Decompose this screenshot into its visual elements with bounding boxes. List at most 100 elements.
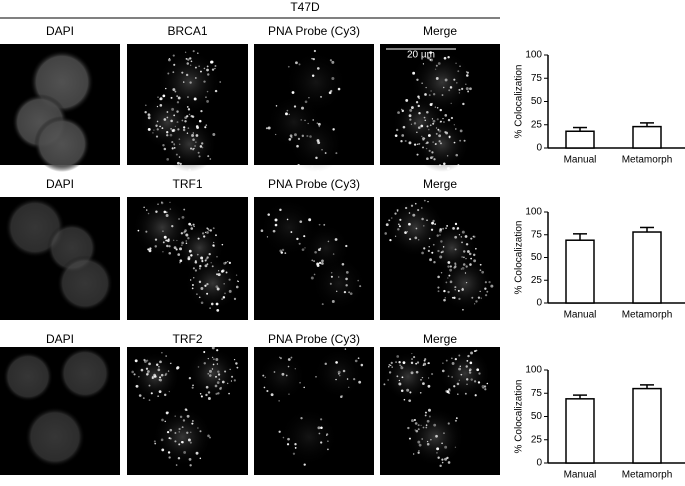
speckle bbox=[187, 108, 191, 111]
speckle bbox=[405, 98, 409, 102]
speckle bbox=[458, 92, 461, 94]
panel-label: Merge bbox=[423, 177, 457, 191]
speckle bbox=[343, 290, 347, 294]
y-tick-label: 25 bbox=[531, 119, 543, 130]
speckle bbox=[284, 252, 287, 254]
panel-label: Merge bbox=[423, 332, 457, 346]
speckle bbox=[162, 230, 164, 232]
speckle bbox=[200, 287, 204, 290]
speckle bbox=[447, 290, 450, 294]
speckle bbox=[313, 273, 316, 276]
speckle bbox=[461, 241, 463, 244]
speckle bbox=[185, 242, 188, 245]
speckle bbox=[453, 141, 456, 144]
speckle bbox=[206, 292, 209, 295]
speckle bbox=[172, 54, 175, 57]
speckle bbox=[477, 381, 481, 384]
speckle bbox=[345, 277, 348, 281]
speckle bbox=[133, 373, 136, 376]
speckle bbox=[286, 109, 289, 112]
speckle bbox=[318, 223, 321, 226]
speckle bbox=[212, 244, 215, 247]
speckle bbox=[467, 90, 470, 93]
speckle bbox=[404, 139, 407, 143]
speckle bbox=[335, 378, 337, 381]
speckle bbox=[336, 290, 338, 293]
speckle bbox=[200, 301, 204, 304]
speckle bbox=[199, 393, 202, 395]
speckle bbox=[308, 97, 310, 99]
speckle bbox=[189, 57, 192, 60]
speckle bbox=[453, 124, 455, 126]
speckle bbox=[160, 438, 164, 442]
speckle bbox=[152, 132, 154, 134]
speckle bbox=[203, 67, 206, 70]
speckle bbox=[188, 168, 191, 172]
bar bbox=[632, 231, 662, 304]
speckle bbox=[453, 296, 456, 300]
speckle bbox=[296, 144, 299, 148]
speckle bbox=[396, 210, 399, 212]
speckle bbox=[304, 247, 306, 249]
speckle bbox=[204, 264, 208, 268]
speckle bbox=[331, 300, 335, 303]
speckle bbox=[194, 260, 198, 264]
speckle bbox=[394, 134, 398, 138]
speckle bbox=[439, 164, 442, 167]
speckle bbox=[311, 74, 315, 78]
speckle bbox=[147, 127, 151, 131]
speckle bbox=[344, 348, 347, 350]
speckle bbox=[408, 222, 411, 226]
speckle bbox=[203, 80, 206, 83]
speckle bbox=[146, 373, 149, 376]
speckle bbox=[410, 361, 414, 365]
speckle bbox=[421, 376, 424, 379]
speckle bbox=[233, 358, 236, 361]
speckle bbox=[414, 236, 418, 240]
speckle bbox=[207, 434, 210, 438]
speckle bbox=[445, 227, 447, 229]
speckle bbox=[155, 363, 159, 367]
speckle bbox=[423, 116, 426, 119]
speckle bbox=[433, 423, 437, 427]
speckle bbox=[215, 302, 219, 306]
speckle bbox=[167, 58, 171, 62]
speckle bbox=[446, 167, 450, 171]
nucleus bbox=[57, 255, 113, 312]
speckle bbox=[267, 126, 271, 130]
speckle bbox=[294, 368, 296, 370]
micrograph bbox=[0, 197, 120, 320]
x-tick-label: Manual bbox=[564, 310, 597, 321]
speckle bbox=[199, 145, 203, 148]
speckle bbox=[468, 252, 472, 256]
speckle bbox=[406, 388, 410, 392]
speckle bbox=[274, 223, 278, 227]
speckle bbox=[163, 235, 167, 239]
speckle bbox=[163, 210, 167, 214]
speckle bbox=[456, 82, 458, 84]
speckle bbox=[388, 371, 392, 374]
speckle bbox=[416, 78, 419, 81]
speckle bbox=[221, 298, 224, 301]
speckle bbox=[441, 369, 445, 373]
speckle bbox=[437, 62, 441, 65]
speckle bbox=[171, 147, 174, 150]
speckle bbox=[455, 153, 459, 157]
speckle bbox=[441, 442, 443, 445]
speckle bbox=[193, 277, 195, 279]
speckle bbox=[211, 368, 214, 370]
speckle bbox=[288, 113, 290, 116]
speckle bbox=[439, 464, 442, 468]
speckle bbox=[205, 385, 209, 389]
speckle bbox=[415, 227, 418, 230]
speckle bbox=[443, 162, 446, 166]
speckle bbox=[216, 287, 220, 291]
speckle bbox=[172, 88, 176, 91]
speckle bbox=[138, 376, 140, 378]
speckle bbox=[330, 89, 333, 93]
speckle bbox=[335, 152, 338, 155]
cell-glow bbox=[437, 255, 493, 312]
speckle bbox=[159, 125, 161, 128]
speckle bbox=[186, 414, 190, 418]
speckle bbox=[157, 395, 160, 398]
